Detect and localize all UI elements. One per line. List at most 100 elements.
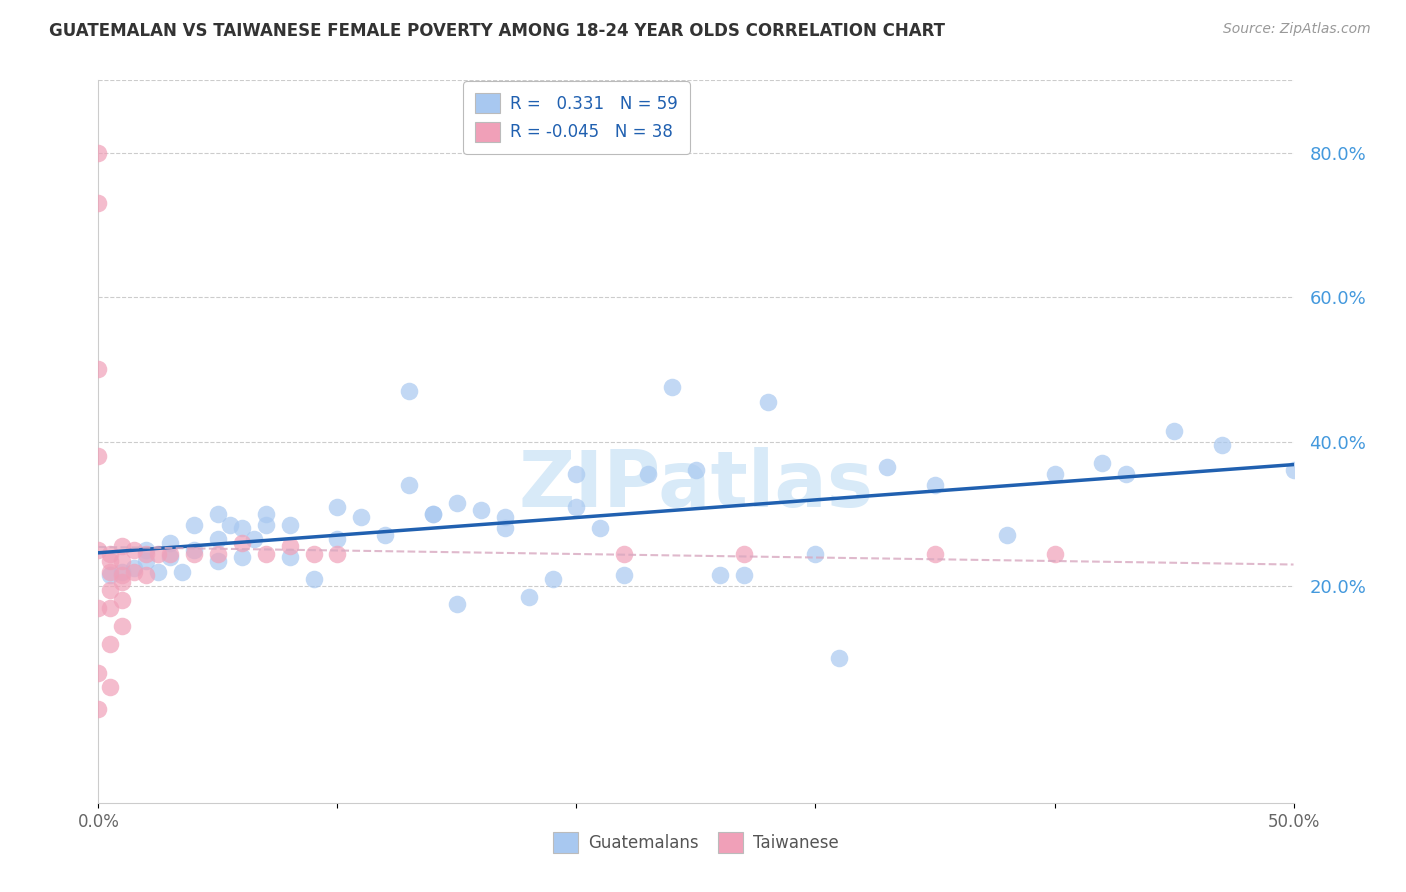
Point	[613, 547, 636, 561]
Point	[87, 600, 110, 615]
Point	[1163, 424, 1185, 438]
Point	[326, 500, 349, 514]
Point	[124, 561, 146, 575]
Point	[172, 565, 194, 579]
Point	[398, 384, 420, 398]
Point	[98, 680, 122, 694]
Point	[207, 554, 229, 568]
Point	[87, 542, 110, 557]
Point	[1211, 438, 1233, 452]
Point	[111, 554, 134, 568]
Point	[470, 503, 492, 517]
Point	[87, 362, 110, 376]
Point	[254, 547, 277, 561]
Point	[207, 547, 229, 561]
Text: Source: ZipAtlas.com: Source: ZipAtlas.com	[1223, 22, 1371, 37]
Legend: Guatemalans, Taiwanese: Guatemalans, Taiwanese	[546, 826, 846, 860]
Point	[278, 539, 301, 553]
Point	[422, 507, 444, 521]
Point	[111, 575, 134, 590]
Point	[709, 568, 731, 582]
Point	[111, 619, 134, 633]
Point	[1282, 463, 1305, 477]
Point	[135, 547, 157, 561]
Point	[87, 449, 110, 463]
Point	[613, 568, 636, 582]
Point	[183, 517, 205, 532]
Point	[254, 517, 277, 532]
Point	[302, 572, 325, 586]
Point	[159, 550, 181, 565]
Point	[98, 547, 122, 561]
Point	[124, 565, 146, 579]
Point	[254, 507, 277, 521]
Point	[87, 702, 110, 716]
Point	[98, 582, 122, 597]
Point	[374, 528, 396, 542]
Point	[804, 547, 827, 561]
Point	[207, 532, 229, 546]
Point	[159, 547, 181, 561]
Point	[98, 554, 122, 568]
Point	[124, 542, 146, 557]
Point	[207, 507, 229, 521]
Point	[98, 600, 122, 615]
Point	[876, 459, 898, 474]
Point	[98, 565, 122, 579]
Text: ZIPatlas: ZIPatlas	[519, 447, 873, 523]
Point	[398, 478, 420, 492]
Point	[733, 568, 755, 582]
Point	[183, 542, 205, 557]
Point	[219, 517, 242, 532]
Point	[98, 568, 122, 582]
Point	[756, 394, 779, 409]
Point	[159, 535, 181, 549]
Point	[111, 593, 134, 607]
Point	[1115, 467, 1137, 481]
Point	[98, 637, 122, 651]
Point	[243, 532, 266, 546]
Point	[494, 521, 516, 535]
Point	[135, 554, 157, 568]
Point	[494, 510, 516, 524]
Point	[231, 521, 253, 535]
Point	[541, 572, 564, 586]
Point	[1091, 456, 1114, 470]
Point	[685, 463, 707, 477]
Point	[111, 568, 134, 582]
Point	[278, 517, 301, 532]
Point	[446, 597, 468, 611]
Point	[87, 145, 110, 160]
Point	[733, 547, 755, 561]
Point	[148, 547, 170, 561]
Point	[924, 547, 946, 561]
Point	[231, 535, 253, 549]
Point	[135, 568, 157, 582]
Point	[1043, 547, 1066, 561]
Point	[517, 590, 540, 604]
Point	[565, 500, 588, 514]
Point	[231, 550, 253, 565]
Point	[661, 380, 683, 394]
Point	[637, 467, 659, 481]
Point	[924, 478, 946, 492]
Point	[326, 547, 349, 561]
Point	[1043, 467, 1066, 481]
Point	[183, 547, 205, 561]
Point	[326, 532, 349, 546]
Point	[87, 196, 110, 211]
Point	[565, 467, 588, 481]
Point	[589, 521, 612, 535]
Point	[111, 565, 134, 579]
Text: GUATEMALAN VS TAIWANESE FEMALE POVERTY AMONG 18-24 YEAR OLDS CORRELATION CHART: GUATEMALAN VS TAIWANESE FEMALE POVERTY A…	[49, 22, 945, 40]
Point	[446, 496, 468, 510]
Point	[87, 665, 110, 680]
Point	[422, 507, 444, 521]
Point	[828, 651, 851, 665]
Point	[111, 539, 134, 553]
Point	[995, 528, 1018, 542]
Point	[350, 510, 373, 524]
Point	[135, 542, 157, 557]
Point	[302, 547, 325, 561]
Point	[278, 550, 301, 565]
